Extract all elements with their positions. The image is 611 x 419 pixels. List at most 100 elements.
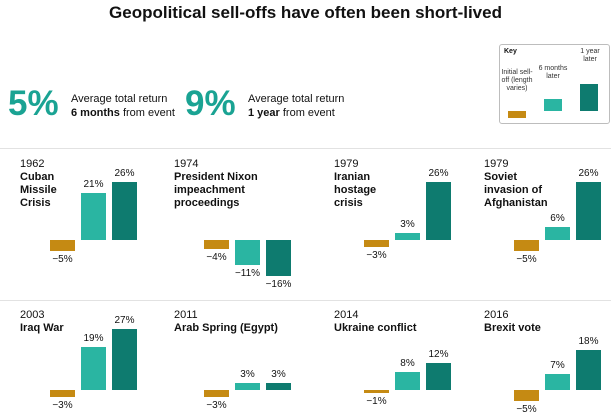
event-year: 1979: [484, 158, 509, 170]
value-label: 3%: [400, 219, 415, 231]
divider-middle: [0, 300, 611, 301]
event-year: 2014: [334, 309, 359, 321]
bar-initial: [50, 240, 75, 252]
value-label: 26%: [428, 167, 449, 179]
event-panel: 2016 Brexit vote −5% 7% 18%: [484, 309, 611, 419]
value-label: −11%: [234, 267, 261, 279]
legend-label-1-year: 1 year later: [580, 48, 600, 63]
bar-6-months: [395, 372, 420, 390]
value-label: −3%: [366, 249, 387, 261]
bar-6-months: [395, 233, 420, 240]
legend-title: Key: [504, 48, 517, 55]
value-label: 26%: [578, 167, 599, 179]
event-name: Soviet invasion of Afghanistan: [484, 171, 548, 210]
legend-swatch-6-months: [544, 99, 562, 111]
bar-6-months: [545, 374, 570, 390]
bar-initial: [204, 390, 229, 397]
summary-6-months-rest: from event: [119, 107, 175, 119]
event-year: 2016: [484, 309, 509, 321]
value-label: −16%: [265, 279, 292, 290]
event-year: 1974: [174, 158, 199, 170]
bar-6-months: [235, 240, 260, 265]
event-name-line: President Nixon: [174, 171, 258, 183]
bar-1-year: [576, 349, 601, 390]
event-name-line: impeachment proceedings: [174, 184, 245, 209]
value-label: 7%: [550, 360, 565, 372]
event-name-line: Afghanistan: [484, 197, 548, 209]
chart-title: Geopolitical sell-offs have often been s…: [109, 3, 502, 22]
value-label: −4%: [206, 252, 227, 263]
bar-initial: [364, 240, 389, 247]
event-name: Ukraine conflict: [334, 322, 417, 335]
event-name-line: Crisis: [20, 197, 51, 209]
bar-6-months: [235, 383, 260, 390]
value-label: −3%: [52, 399, 73, 411]
event-name: Brexit vote: [484, 322, 541, 335]
event-panel: 1974 President Nixon impeachment proceedin…: [174, 158, 304, 290]
value-label: 12%: [428, 349, 449, 360]
summary-1-year-period: 1 year from event: [248, 107, 335, 119]
value-label: 27%: [114, 315, 135, 327]
event-panel: 1979 Iranian hostage crisis −3% 3% 26%: [334, 158, 464, 268]
value-label: 3%: [271, 369, 286, 381]
summary-1-year-rest: from event: [279, 107, 335, 119]
event-panel: 2003 Iraq War −3% 19% 27%: [20, 309, 150, 419]
event-name: Iraq War: [20, 322, 64, 335]
value-label: 21%: [83, 178, 104, 190]
event-year: 2003: [20, 309, 45, 321]
bar-1-year: [576, 181, 601, 240]
event-panel: 1979 Soviet invasion of Afghanistan −5% 6% 26%: [484, 158, 611, 268]
legend-key: Key Initial sell-off (length varies) 6 m…: [499, 44, 610, 124]
value-label: −5%: [52, 254, 73, 266]
event-name-line: hostage: [334, 184, 377, 196]
bar-1-year: [426, 363, 451, 390]
bar-1-year: [112, 329, 137, 390]
bar-6-months: [81, 192, 106, 240]
value-label: −5%: [516, 404, 537, 416]
event-panel: 2014 Ukraine conflict −1% 8% 12%: [334, 309, 464, 419]
bar-initial: [514, 390, 539, 402]
event-name-line: Soviet: [484, 171, 518, 183]
value-label: 6%: [550, 212, 565, 224]
event-name-line: Arab Spring (Egypt): [174, 322, 278, 334]
summary-6-months: 5% Average total return 6 months from ev…: [8, 84, 188, 124]
event-name: Arab Spring (Egypt): [174, 322, 278, 335]
value-label: −3%: [206, 399, 227, 411]
event-name-line: Cuban: [20, 171, 55, 183]
bar-6-months: [545, 226, 570, 240]
summary-6-months-bold: 6 months: [71, 107, 120, 119]
event-year: 2011: [174, 309, 198, 321]
summary-1-year-label: Average total return: [248, 93, 345, 105]
legend-label-initial: Initial sell-off (length varies): [501, 69, 533, 92]
event-name-line: crisis: [334, 197, 363, 209]
event-year: 1979: [334, 158, 359, 170]
legend-label-6-months: 6 months later: [538, 65, 568, 80]
summary-1-year-value: 9%: [185, 84, 236, 123]
bar-1-year: [112, 181, 137, 240]
value-label: 3%: [240, 369, 255, 381]
bar-1-year: [266, 383, 291, 390]
legend-swatch-1-year: [580, 84, 598, 111]
event-name-line: Ukraine conflict: [334, 322, 417, 334]
bar-initial: [50, 390, 75, 397]
value-label: −5%: [516, 254, 537, 266]
event-name-line: Brexit vote: [484, 322, 541, 334]
event-name-line: Missile: [20, 184, 57, 196]
bar-initial: [514, 240, 539, 252]
value-label: 8%: [400, 358, 415, 369]
event-name-line: invasion of: [484, 184, 543, 196]
value-label: −1%: [366, 396, 387, 407]
event-name-line: Iranian: [334, 171, 371, 183]
event-name-line: Iraq War: [20, 322, 64, 334]
value-label: 18%: [578, 335, 599, 347]
bar-initial: [364, 390, 389, 393]
event-name: Iranian hostage crisis: [334, 171, 376, 210]
summary-6-months-label: Average total return: [71, 93, 168, 105]
bar-initial: [204, 240, 229, 249]
event-name: President Nixon impeachment proceedings: [174, 171, 304, 210]
bar-1-year: [426, 181, 451, 240]
summary-1-year-bold: 1 year: [248, 107, 280, 119]
summary-1-year: 9% Average total return 1 year from even…: [185, 84, 365, 124]
bar-6-months: [81, 347, 106, 390]
summary-6-months-period: 6 months from event: [71, 107, 175, 119]
